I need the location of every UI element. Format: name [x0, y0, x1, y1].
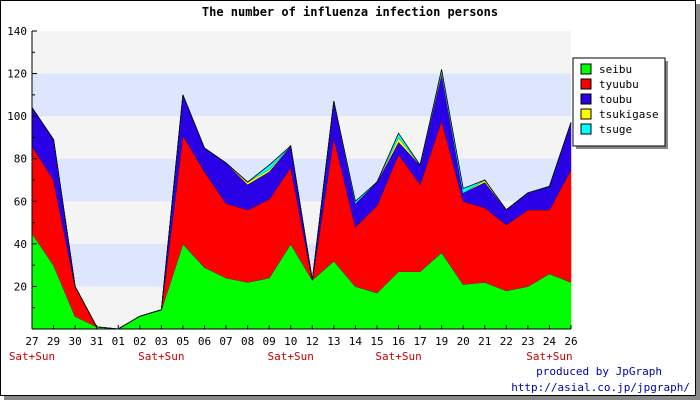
legend-label-tsukigase: tsukigase [599, 108, 659, 121]
legend-label-tsuge: tsuge [599, 123, 632, 136]
x-tick-label: 14 [349, 335, 363, 348]
x-tick-label: 02 [133, 335, 146, 348]
legend-swatch-seibu [580, 63, 592, 75]
x-tick-label: 30 [68, 335, 81, 348]
weekend-label: Sat+Sun [268, 350, 314, 363]
y-tick-label: 140 [7, 25, 27, 38]
x-tick-label: 22 [500, 335, 513, 348]
x-tick-label: 09 [263, 335, 276, 348]
y-tick-label: 100 [7, 110, 27, 123]
x-tick-label: 05 [176, 335, 189, 348]
x-tick-label: 10 [284, 335, 297, 348]
x-tick-label: 15 [370, 335, 383, 348]
x-tick-label: 16 [392, 335, 405, 348]
legend-label-toubu: toubu [599, 93, 632, 106]
x-tick-label: 27 [25, 335, 38, 348]
x-tick-label: 21 [478, 335, 491, 348]
x-tick-label: 07 [219, 335, 232, 348]
x-tick-label: 29 [47, 335, 60, 348]
credit-line-2: http://asial.co.jp/jpgraph/ [511, 381, 690, 394]
x-tick-label: 17 [413, 335, 426, 348]
x-tick-label: 20 [457, 335, 470, 348]
x-tick-label: 23 [521, 335, 534, 348]
y-tick-label: 60 [14, 195, 27, 208]
weekend-label: Sat+Sun [9, 350, 55, 363]
y-tick-label: 120 [7, 68, 27, 81]
y-tick-label: 80 [14, 153, 27, 166]
x-tick-label: 08 [241, 335, 254, 348]
weekend-label: Sat+Sun [375, 350, 421, 363]
x-tick-label: 03 [155, 335, 168, 348]
y-tick-label: 40 [14, 238, 27, 251]
x-tick-label: 26 [564, 335, 577, 348]
legend-swatch-tyuubu [580, 78, 592, 90]
x-tick-label: 13 [327, 335, 340, 348]
legend-label-seibu: seibu [599, 63, 632, 76]
x-tick-label: 01 [112, 335, 125, 348]
credit-line-1: produced by JpGraph [536, 365, 662, 378]
x-tick-label: 12 [306, 335, 319, 348]
weekend-label: Sat+Sun [138, 350, 184, 363]
y-tick-label: 20 [14, 280, 27, 293]
chart-title: The number of influenza infection person… [202, 5, 498, 19]
legend-label-tyuubu: tyuubu [599, 78, 639, 91]
x-tick-label: 24 [543, 335, 557, 348]
legend: seibu tyuubu toubu tsukigase tsuge [572, 57, 668, 149]
grid-band [32, 73, 571, 117]
x-tick-label: 06 [198, 335, 211, 348]
x-tick-label: 31 [90, 335, 103, 348]
legend-swatch-tsuge [580, 123, 592, 135]
legend-swatch-tsukigase [580, 108, 592, 120]
x-tick-label: 19 [435, 335, 448, 348]
series-line-tsuge [31, 69, 572, 330]
legend-swatch-toubu [580, 93, 592, 105]
weekend-label: Sat+Sun [526, 350, 572, 363]
